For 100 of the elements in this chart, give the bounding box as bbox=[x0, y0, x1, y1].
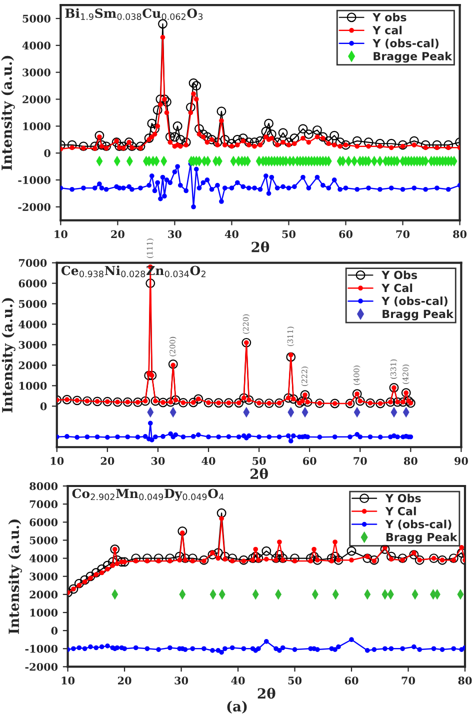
point bbox=[168, 431, 174, 436]
legend-label: Y (obs-cal) bbox=[382, 296, 448, 306]
point bbox=[334, 555, 344, 565]
point bbox=[148, 420, 153, 426]
point bbox=[208, 550, 218, 560]
x-tick-label: 20 bbox=[118, 676, 132, 685]
y-tick-label: 3000 bbox=[18, 340, 47, 349]
point bbox=[222, 646, 228, 652]
point bbox=[448, 554, 458, 564]
point bbox=[264, 556, 269, 562]
y-tick-label: 4000 bbox=[22, 42, 50, 50]
x-tick-label: 60 bbox=[339, 230, 353, 238]
x-tick-label: 50 bbox=[252, 457, 266, 465]
point bbox=[156, 647, 162, 652]
point bbox=[400, 646, 406, 652]
point bbox=[147, 370, 157, 380]
point bbox=[398, 397, 408, 407]
y-tick-label: -1000 bbox=[25, 644, 58, 653]
point bbox=[305, 434, 310, 440]
point bbox=[254, 554, 264, 564]
y-tick-label: 5000 bbox=[30, 536, 58, 544]
x-tick-label: 30 bbox=[174, 676, 188, 685]
legend-label: Y obs bbox=[372, 12, 406, 22]
point bbox=[104, 434, 110, 440]
legend-label: Y cal bbox=[372, 26, 402, 34]
y-tick-label: 7000 bbox=[30, 500, 58, 508]
point bbox=[99, 644, 104, 650]
point bbox=[286, 352, 296, 362]
point bbox=[220, 552, 230, 562]
x-tick-label: 70 bbox=[354, 457, 367, 465]
y-tick-label: -2000 bbox=[18, 203, 50, 211]
point bbox=[74, 578, 84, 588]
point bbox=[292, 647, 298, 652]
point bbox=[286, 433, 291, 438]
y-tick-label: 8000 bbox=[30, 482, 58, 490]
point bbox=[177, 558, 182, 563]
x-tick-label: 50 bbox=[288, 676, 302, 685]
point bbox=[142, 434, 148, 439]
point bbox=[362, 554, 372, 564]
point bbox=[94, 434, 100, 440]
point bbox=[88, 644, 93, 650]
point bbox=[277, 540, 282, 544]
point bbox=[330, 552, 340, 562]
point bbox=[388, 434, 393, 440]
point bbox=[236, 434, 242, 440]
x-tick-label: 60 bbox=[344, 676, 358, 685]
y-tick-label: -1000 bbox=[18, 176, 50, 184]
point bbox=[180, 554, 190, 564]
point bbox=[352, 389, 362, 399]
point bbox=[80, 575, 90, 585]
point bbox=[392, 397, 402, 407]
point bbox=[378, 434, 383, 440]
point bbox=[280, 645, 286, 650]
point bbox=[167, 645, 172, 650]
point bbox=[135, 434, 140, 440]
point bbox=[72, 396, 82, 406]
point bbox=[216, 508, 226, 518]
point bbox=[262, 546, 272, 556]
point bbox=[178, 398, 188, 408]
point bbox=[271, 554, 281, 564]
point bbox=[150, 396, 160, 406]
point bbox=[239, 393, 249, 403]
point bbox=[345, 398, 355, 408]
point bbox=[401, 388, 411, 398]
x-axis-title: 2θ bbox=[250, 468, 268, 480]
point bbox=[242, 338, 252, 348]
point bbox=[438, 555, 448, 565]
point bbox=[332, 434, 338, 440]
point bbox=[86, 572, 96, 582]
point bbox=[317, 434, 322, 440]
y-tick-label: 3000 bbox=[22, 68, 50, 76]
point bbox=[256, 434, 262, 440]
point bbox=[105, 644, 110, 648]
point bbox=[336, 644, 341, 650]
point bbox=[429, 554, 439, 564]
point bbox=[294, 398, 304, 408]
x-tick-label: 80 bbox=[453, 230, 467, 238]
point bbox=[133, 645, 138, 650]
point bbox=[82, 646, 88, 652]
y-tick-label: 6000 bbox=[30, 518, 58, 526]
point bbox=[216, 434, 222, 440]
point bbox=[228, 554, 238, 564]
point bbox=[369, 555, 379, 565]
y-tick-label: 2000 bbox=[18, 361, 47, 370]
point bbox=[274, 398, 284, 408]
y-tick-label: -2000 bbox=[25, 662, 58, 671]
point bbox=[288, 394, 298, 404]
point bbox=[173, 432, 178, 438]
x-tick-label: 30 bbox=[168, 230, 182, 238]
point bbox=[274, 550, 284, 560]
x-axis-title: 2θ bbox=[252, 241, 270, 252]
point bbox=[160, 434, 166, 439]
point bbox=[349, 637, 354, 642]
point bbox=[314, 398, 324, 408]
legend-label: Bragge Peak bbox=[374, 52, 452, 63]
y-axis-title: Intensity (a.u.) bbox=[8, 520, 22, 634]
y-tick-label: 1000 bbox=[19, 382, 47, 390]
legend-label: Y Obs bbox=[385, 494, 421, 502]
y-tick-label: 6000 bbox=[18, 280, 47, 288]
point bbox=[264, 638, 269, 644]
